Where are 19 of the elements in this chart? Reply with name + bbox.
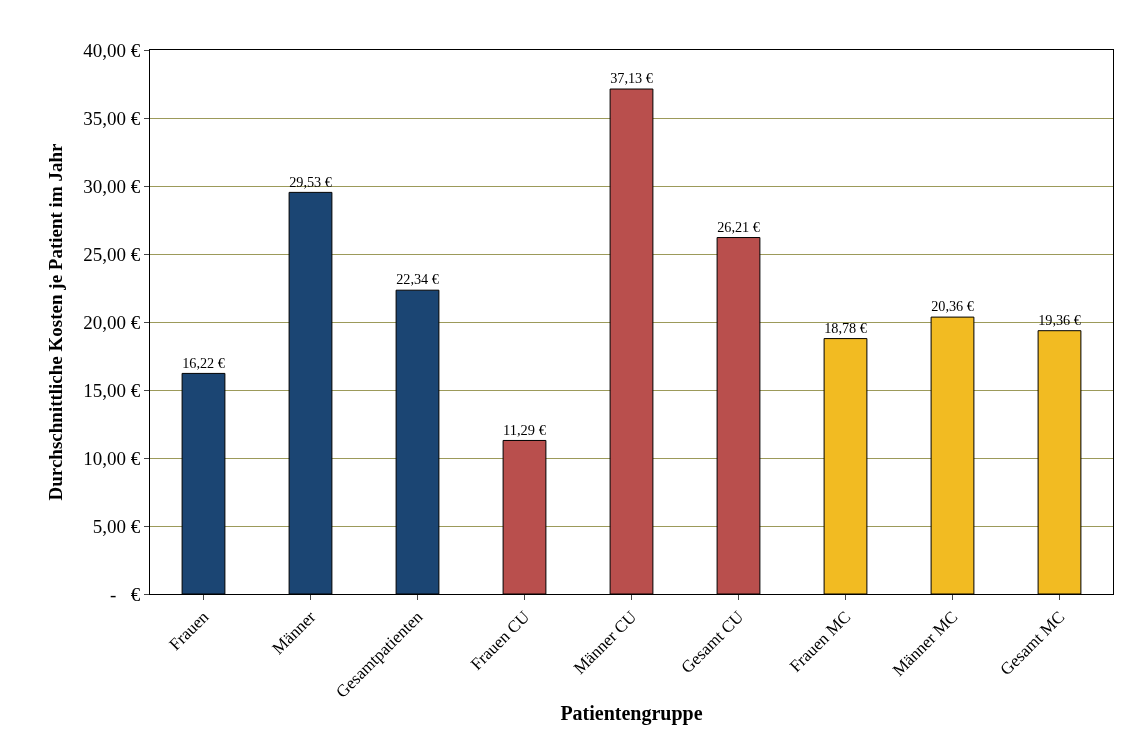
y-tick-label: 25,00 €	[83, 243, 141, 265]
y-tick-label: 15,00 €	[83, 379, 141, 401]
y-tick-label: 20,00 €	[83, 311, 141, 333]
y-axis-title: Durchschnittliche Kosten je Patient im Jahr	[45, 142, 67, 501]
y-tick-label: 30,00 €	[83, 175, 141, 197]
data-label: 18,78 €	[824, 319, 867, 336]
y-tick-label: 40,00 €	[83, 39, 141, 61]
data-label: 11,29 €	[503, 421, 546, 438]
y-tick-label: 5,00 €	[92, 515, 141, 537]
data-label: 29,53 €	[289, 173, 332, 190]
y-tick-label: 10,00 €	[83, 447, 141, 469]
data-label: 22,34 €	[396, 271, 439, 288]
data-label: 37,13 €	[610, 70, 653, 87]
data-label: 16,22 €	[182, 354, 225, 371]
y-tick-label: - €	[110, 583, 141, 605]
data-label: 26,21 €	[717, 218, 760, 235]
data-label: 20,36 €	[931, 298, 974, 315]
y-tick-label: 35,00 €	[83, 107, 141, 129]
x-axis-title: Patientengruppe	[560, 702, 703, 726]
